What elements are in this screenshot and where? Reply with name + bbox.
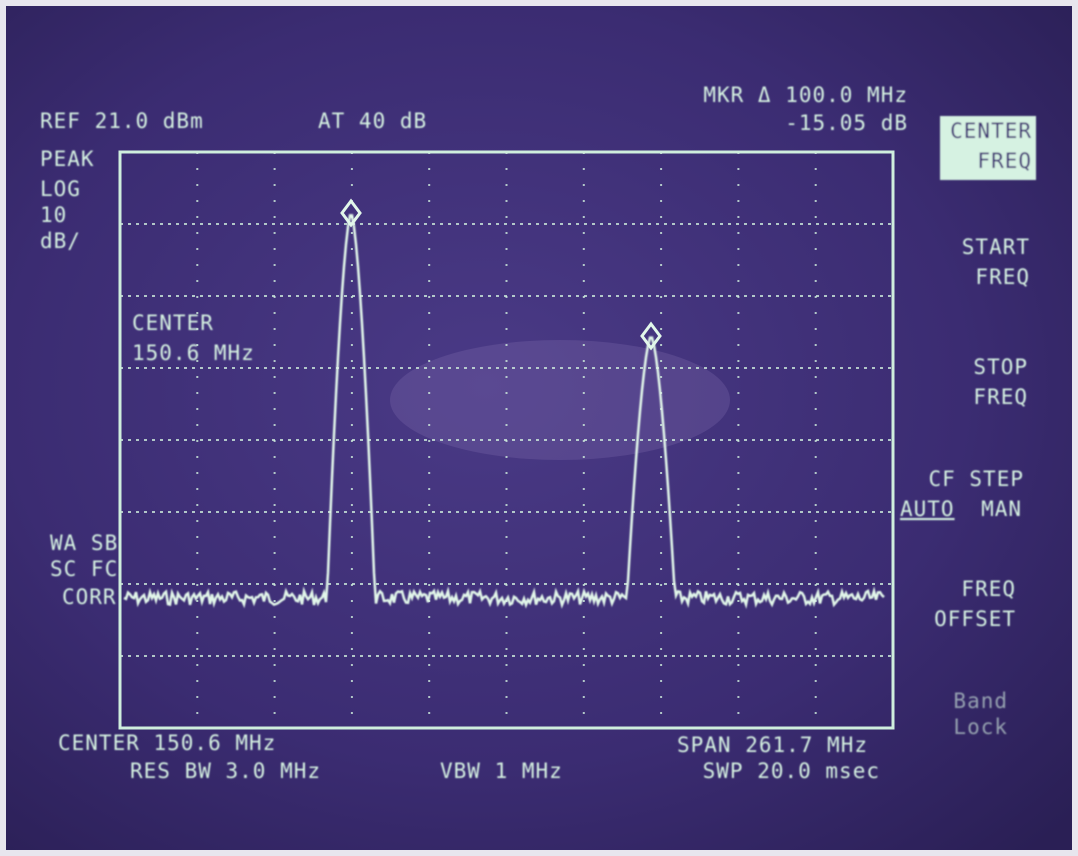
softkey[interactable]: OFFSET [934,607,1016,631]
softkey-option[interactable]: AUTO [900,497,955,521]
footer-span: SPAN 261.7 MHz [677,733,868,757]
marker-diamond [340,198,362,228]
softkey[interactable]: CENTER [950,119,1032,143]
softkey[interactable]: Lock [953,715,1008,739]
scale-value: 10 [40,203,67,227]
center-value: 150.6 MHz [132,341,255,365]
screen-text: REF 21.0 dBm AT 40 dB MKR Δ 100.0 MHz -1… [40,83,1036,783]
marker-diamond [640,321,662,351]
corr-label: SC FC [50,557,118,581]
softkey-highlight [940,116,1036,180]
scale-unit: dB/ [40,229,81,253]
scale-mode: LOG [40,177,81,201]
footer-rbw: RES BW 3.0 MHz [130,759,321,783]
trace [123,214,885,609]
footer-sweep: SWP 20.0 msec [703,759,880,783]
softkey[interactable]: START [962,235,1030,259]
graticule [118,150,895,730]
softkey[interactable]: FREQ [973,385,1028,409]
attenuation: AT 40 dB [318,109,427,133]
marker-freq: MKR Δ 100.0 MHz [703,83,908,107]
marker-delta: -15.05 dB [785,111,908,135]
ref-level: REF 21.0 dBm [40,109,204,133]
center-label: CENTER [132,311,214,335]
footer-vbw: VBW 1 MHz [440,759,563,783]
corr-label: CORR [62,585,117,609]
screen-glare [390,340,730,460]
softkey[interactable]: Band [953,689,1008,713]
softkey[interactable]: FREQ [975,265,1030,289]
softkey-option[interactable]: MAN [981,497,1022,521]
softkey[interactable]: FREQ [961,577,1016,601]
softkey[interactable]: STOP [973,355,1028,379]
corr-label: WA SB [50,531,118,555]
softkey[interactable]: CF STEP [928,467,1024,491]
softkey[interactable]: FREQ [977,149,1032,173]
footer-center: CENTER 150.6 MHz [58,731,276,755]
detector: PEAK [40,147,95,171]
